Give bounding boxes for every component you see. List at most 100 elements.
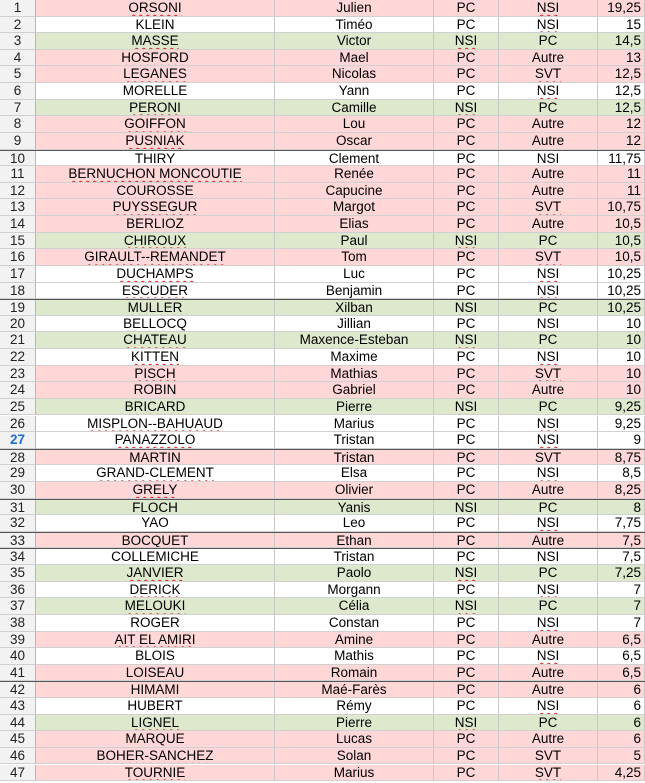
cell-first-name[interactable]: Tom xyxy=(275,249,434,266)
cell-specialty-1[interactable]: PC xyxy=(434,764,499,782)
cell-last-name[interactable]: BRICARD xyxy=(36,398,275,416)
cell-last-name[interactable]: BERNUCHON MONCOUTIE xyxy=(36,166,275,183)
cell-last-name[interactable]: TOURNIE xyxy=(36,764,275,782)
cell-specialty-1[interactable]: PC xyxy=(434,365,499,383)
cell-first-name[interactable]: Tristan xyxy=(275,549,434,566)
row-header[interactable]: 30 xyxy=(0,481,36,499)
cell-first-name[interactable]: Timéo xyxy=(275,16,434,34)
row-header[interactable]: 46 xyxy=(0,747,36,765)
row-header[interactable]: 45 xyxy=(0,731,36,748)
table-row[interactable]: 36 DERICK Morgann PC NSI 7 xyxy=(0,581,645,599)
cell-last-name[interactable]: BELLOCQ xyxy=(36,315,275,333)
table-row[interactable]: 5 LEGANES Nicolas PC SVT 12,5 xyxy=(0,66,645,84)
cell-first-name[interactable]: Renée xyxy=(275,166,434,183)
cell-first-name[interactable]: Leo xyxy=(275,515,434,532)
cell-specialty-1[interactable]: PC xyxy=(434,0,499,17)
cell-specialty-1[interactable]: PC xyxy=(434,648,499,665)
table-row[interactable]: 20 BELLOCQ Jillian PC NSI 10 xyxy=(0,315,645,333)
cell-specialty-1[interactable]: PC xyxy=(434,83,499,100)
cell-first-name[interactable]: Marius xyxy=(275,415,434,433)
cell-last-name[interactable]: CHIROUX xyxy=(36,232,275,250)
cell-specialty-2[interactable]: NSI xyxy=(499,614,598,632)
table-row[interactable]: 42 HIMAMI Maé-Farès PC Autre 6 xyxy=(0,681,645,698)
cell-first-name[interactable]: Ethan xyxy=(275,532,434,549)
cell-specialty-2[interactable]: NSI xyxy=(499,415,598,433)
cell-first-name[interactable]: Nicolas xyxy=(275,66,434,84)
cell-specialty-2[interactable]: Autre xyxy=(499,682,598,698)
cell-last-name[interactable]: MISPLON--BAHUAUD xyxy=(36,415,275,433)
cell-specialty-1[interactable]: PC xyxy=(434,747,499,765)
row-header[interactable]: 4 xyxy=(0,49,36,67)
row-header[interactable]: 27 xyxy=(0,432,36,449)
cell-specialty-1[interactable]: NSI xyxy=(434,300,499,316)
cell-first-name[interactable]: Mathias xyxy=(275,365,434,383)
table-row[interactable]: 46 BOHER-SANCHEZ Solan PC SVT 5 xyxy=(0,747,645,765)
cell-score[interactable]: 6 xyxy=(598,682,645,698)
cell-specialty-1[interactable]: PC xyxy=(434,432,499,449)
cell-first-name[interactable]: Romain xyxy=(275,664,434,682)
table-row[interactable]: 12 COUROSSE Capucine PC Autre 11 xyxy=(0,182,645,200)
cell-first-name[interactable]: Mathis xyxy=(275,648,434,665)
cell-specialty-2[interactable]: NSI xyxy=(499,0,598,17)
row-header[interactable]: 9 xyxy=(0,132,36,150)
table-row[interactable]: 19 MULLER Xilban NSI PC 10,25 xyxy=(0,299,645,316)
cell-specialty-2[interactable]: NSI xyxy=(499,549,598,566)
cell-first-name[interactable]: Clement xyxy=(275,150,434,167)
cell-specialty-2[interactable]: PC xyxy=(499,565,598,582)
cell-score[interactable]: 9 xyxy=(598,432,645,449)
cell-score[interactable]: 8,25 xyxy=(598,481,645,499)
row-header[interactable]: 26 xyxy=(0,415,36,433)
cell-last-name[interactable]: MORELLE xyxy=(36,83,275,100)
cell-specialty-1[interactable]: PC xyxy=(434,216,499,233)
table-row[interactable]: 1 ORSONI Julien PC NSI 19,25 xyxy=(0,0,645,17)
table-row[interactable]: 41 LOISEAU Romain PC Autre 6,5 xyxy=(0,664,645,682)
cell-score[interactable]: 10 xyxy=(598,315,645,333)
cell-specialty-2[interactable]: SVT xyxy=(499,449,598,466)
table-row[interactable]: 29 GRAND-CLEMENT Elsa PC NSI 8,5 xyxy=(0,465,645,482)
cell-score[interactable]: 6,5 xyxy=(598,664,645,682)
cell-score[interactable]: 8,75 xyxy=(598,449,645,466)
cell-last-name[interactable]: THIRY xyxy=(36,150,275,167)
cell-specialty-1[interactable]: PC xyxy=(434,16,499,34)
row-header[interactable]: 1 xyxy=(0,0,36,17)
cell-specialty-1[interactable]: PC xyxy=(434,182,499,200)
cell-last-name[interactable]: LIGNEL xyxy=(36,714,275,732)
cell-specialty-2[interactable]: Autre xyxy=(499,631,598,649)
row-header[interactable]: 12 xyxy=(0,182,36,200)
table-row[interactable]: 33 BOCQUET Ethan PC Autre 7,5 xyxy=(0,531,645,549)
cell-score[interactable]: 9,25 xyxy=(598,415,645,433)
cell-specialty-2[interactable]: Autre xyxy=(499,664,598,682)
cell-specialty-2[interactable]: PC xyxy=(499,99,598,117)
table-row[interactable]: 8 GOIFFON Lou PC Autre 12 xyxy=(0,116,645,133)
row-header[interactable]: 8 xyxy=(0,116,36,133)
cell-score[interactable]: 13 xyxy=(598,49,645,67)
row-header[interactable]: 25 xyxy=(0,398,36,416)
table-row[interactable]: 4 HOSFORD Mael PC Autre 13 xyxy=(0,49,645,67)
cell-first-name[interactable]: Mael xyxy=(275,49,434,67)
row-header[interactable]: 33 xyxy=(0,532,36,549)
cell-score[interactable]: 19,25 xyxy=(598,0,645,17)
cell-specialty-1[interactable]: NSI xyxy=(434,99,499,117)
cell-first-name[interactable]: Yanis xyxy=(275,499,434,516)
row-header[interactable]: 38 xyxy=(0,614,36,632)
row-header[interactable]: 29 xyxy=(0,465,36,482)
cell-specialty-1[interactable]: PC xyxy=(434,449,499,466)
cell-last-name[interactable]: MASSE xyxy=(36,33,275,50)
table-row[interactable]: 44 LIGNEL Pierre NSI PC 6 xyxy=(0,714,645,732)
cell-score[interactable]: 10 xyxy=(598,349,645,366)
cell-score[interactable]: 7 xyxy=(598,598,645,615)
cell-specialty-2[interactable]: PC xyxy=(499,300,598,316)
cell-first-name[interactable]: Célia xyxy=(275,598,434,615)
cell-last-name[interactable]: COLLEMICHE xyxy=(36,549,275,566)
cell-specialty-1[interactable]: PC xyxy=(434,631,499,649)
cell-specialty-1[interactable]: NSI xyxy=(434,598,499,615)
cell-first-name[interactable]: Marius xyxy=(275,764,434,782)
cell-specialty-2[interactable]: NSI xyxy=(499,282,598,300)
row-header[interactable]: 20 xyxy=(0,315,36,333)
cell-specialty-2[interactable]: SVT xyxy=(499,747,598,765)
cell-specialty-2[interactable]: NSI xyxy=(499,265,598,283)
row-header[interactable]: 42 xyxy=(0,682,36,698)
table-row[interactable]: 30 GRELY Olivier PC Autre 8,25 xyxy=(0,481,645,499)
cell-specialty-2[interactable]: NSI xyxy=(499,648,598,665)
cell-specialty-1[interactable]: PC xyxy=(434,682,499,698)
